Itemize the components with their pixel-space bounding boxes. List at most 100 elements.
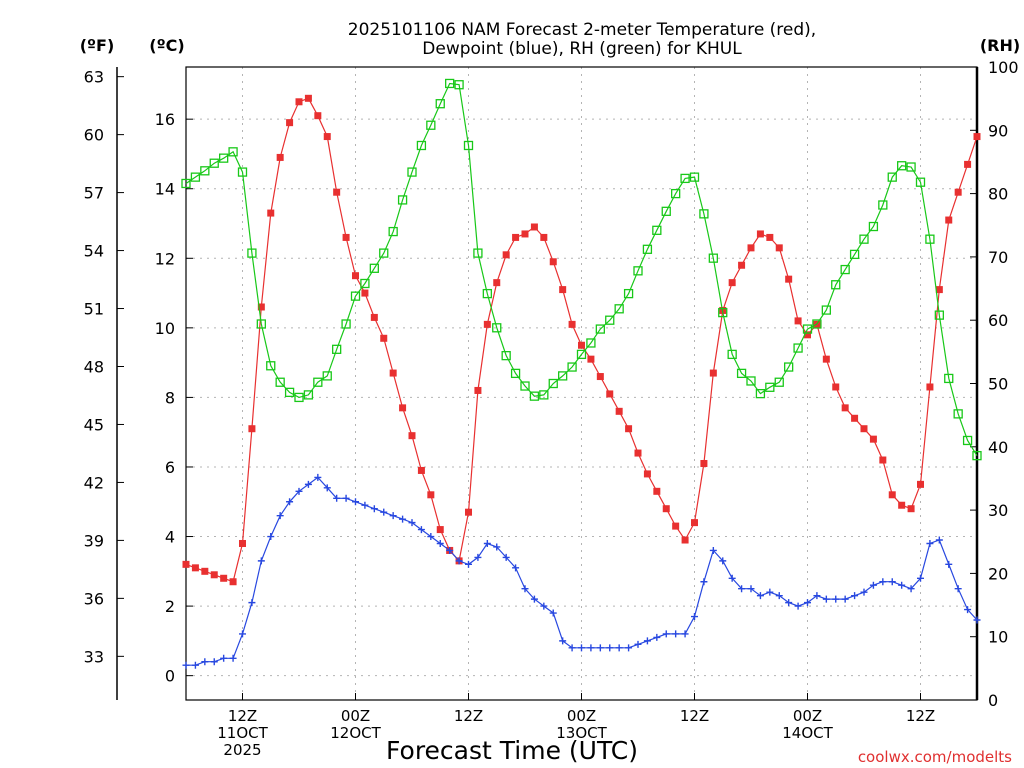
series-layer (181, 78, 982, 669)
dewpoint-point (719, 557, 727, 565)
temperature-point (220, 574, 228, 582)
temperature-point (267, 209, 275, 217)
temperature-point (926, 383, 934, 391)
rh-point (407, 167, 417, 177)
temperature-point (370, 313, 378, 321)
x-tick-label: 12OCT (330, 724, 381, 742)
rh-tick-label: 30 (988, 501, 1008, 520)
x-tick-label: 00Z (567, 707, 596, 725)
rh-point (689, 172, 700, 182)
dewpoint-point (596, 644, 604, 652)
dewpoint-point (860, 588, 868, 596)
rh-point (350, 291, 361, 301)
dewpoint-point (681, 630, 689, 638)
rh-point (397, 195, 408, 205)
x-tick-label: 00Z (793, 707, 822, 725)
temperature-point (210, 571, 218, 579)
temperature-point (408, 432, 416, 440)
temperature-point (596, 373, 604, 381)
temperature-point (427, 491, 435, 499)
celsius-unit-label: (ºC) (149, 36, 184, 55)
fahrenheit-tick-label: 42 (84, 473, 104, 492)
temperature-point (578, 341, 585, 349)
temperature-point (493, 279, 501, 287)
temperature-point (559, 286, 567, 294)
rh-point (652, 225, 662, 235)
rh-point (831, 280, 841, 290)
rh-point (708, 253, 718, 263)
dewpoint-point (267, 533, 275, 541)
x-tick-label: 12Z (228, 707, 257, 725)
dewpoint-point (389, 512, 397, 520)
rh-point (256, 319, 266, 329)
rh-point (595, 324, 605, 334)
temperature-point (691, 519, 698, 527)
dewpoint-point (869, 581, 877, 589)
rh-point (501, 350, 511, 361)
dewpoint-point (964, 606, 972, 614)
rh-point (784, 362, 794, 372)
rh-point (661, 206, 671, 216)
temperature-point (465, 508, 472, 516)
dewpoint-point (804, 599, 811, 607)
temperature-point (822, 355, 830, 363)
chart-title-line-1: 2025101106 NAM Forecast 2-meter Temperat… (348, 20, 816, 40)
temperature-point (352, 272, 359, 280)
fahrenheit-tick-label: 60 (84, 126, 104, 145)
dewpoint-point (483, 539, 491, 547)
dewpoint-point (446, 546, 454, 554)
dewpoint-point (465, 560, 472, 568)
dewpoint-point (380, 508, 388, 516)
rh-point (426, 120, 436, 130)
dewpoint-point (304, 480, 312, 488)
temperature-point (672, 522, 680, 530)
temperature-point (832, 383, 840, 391)
rh-point (642, 244, 653, 254)
rh-point (821, 305, 831, 315)
axes: 33 36 39 42 45 48 51 54 57 60 63 0 2 4 6 8 10 12 14 16 0 10 20… (84, 58, 1019, 759)
rh-tick-label: 80 (988, 185, 1008, 204)
temperature-point (756, 230, 764, 238)
temperature-point (276, 153, 284, 161)
dewpoint-point (728, 574, 736, 582)
fahrenheit-tick-label: 54 (84, 242, 104, 261)
rh-point (313, 377, 323, 387)
temperature-point (935, 286, 943, 294)
temperature-point (804, 331, 811, 339)
fahrenheit-tick-label: 33 (84, 647, 104, 666)
chart-title-line-2: Dewpoint (blue), RH (green) for KHUL (422, 39, 742, 59)
rh-point (915, 177, 926, 187)
dewpoint-point (342, 494, 350, 502)
temperature-point (286, 119, 294, 127)
celsius-tick-label: 0 (165, 667, 175, 686)
rh-point (878, 200, 888, 210)
temperature-point (257, 303, 265, 311)
x-tick-label: 14OCT (782, 724, 833, 742)
rh-point (435, 99, 445, 109)
temperature-point (879, 456, 887, 464)
rh-point (887, 172, 897, 182)
dewpoint-point (935, 536, 943, 544)
temperature-point (728, 279, 736, 287)
rh-point (520, 381, 530, 391)
dewpoint-series (182, 473, 981, 669)
dewpoint-point (756, 592, 764, 600)
temperature-point (945, 216, 953, 224)
rh-point (332, 344, 342, 354)
rh-point (567, 362, 577, 372)
dewpoint-point (738, 585, 746, 593)
rh-point (473, 248, 483, 258)
temperature-point (201, 567, 209, 575)
rh-point (482, 288, 492, 299)
dewpoint-point (907, 585, 915, 593)
rh-point (463, 140, 474, 151)
dewpoint-point (493, 543, 501, 551)
rh-tick-label: 100 (988, 58, 1019, 77)
dewpoint-point (521, 585, 529, 593)
fahrenheit-tick-label: 57 (84, 184, 104, 203)
temperature-point (851, 414, 859, 422)
x-tick-label: 12Z (680, 707, 709, 725)
dewpoint-point (352, 498, 359, 506)
x-tick-label: 11OCT (217, 724, 268, 742)
rh-tick-label: 90 (988, 121, 1008, 140)
